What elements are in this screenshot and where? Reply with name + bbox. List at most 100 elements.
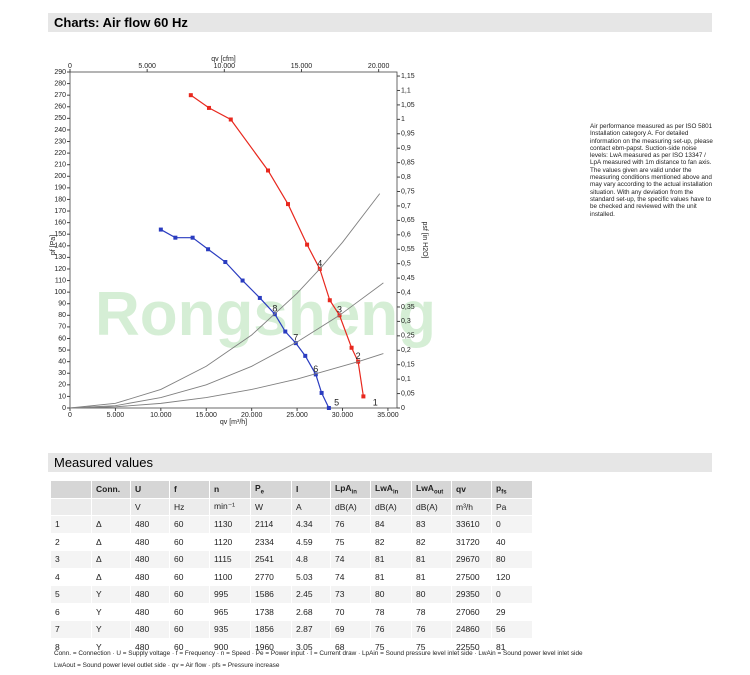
marker xyxy=(266,168,271,173)
y2-tick-label: 0,65 xyxy=(401,217,415,224)
table-cell: 3 xyxy=(50,550,92,569)
table-cell: Δ xyxy=(91,567,131,586)
marker xyxy=(361,394,366,399)
table-cell: Δ xyxy=(91,550,131,569)
table-cell: Pa xyxy=(491,497,533,516)
table-cell: 81 xyxy=(370,550,412,569)
table-cell: Δ xyxy=(91,532,131,551)
y2-tick-label: 0 xyxy=(401,405,405,412)
table-cell: 82 xyxy=(370,532,412,551)
y2-tick-label: 1,15 xyxy=(401,73,415,80)
x-tick-label: 25.000 xyxy=(286,412,308,419)
x-tick-label: 35.000 xyxy=(377,412,399,419)
table-cell: 80 xyxy=(491,550,533,569)
table-cell: m³/h xyxy=(451,497,492,516)
table-cell: 1130 xyxy=(209,515,251,534)
table-cell: 29 xyxy=(491,602,533,621)
table-cell: 995 xyxy=(209,585,251,604)
table-cell: dB(A) xyxy=(370,497,412,516)
y-tick-label: 70 xyxy=(58,324,66,331)
table-cell: Pe xyxy=(250,480,292,499)
table-cell: 480 xyxy=(130,585,170,604)
data-row: 3 Δ 480 60 1115 2541 4.8 74 81 81 29670 80 xyxy=(50,550,533,569)
table-cell: 56 xyxy=(491,620,533,639)
header-text: in xyxy=(392,489,399,496)
table-cell: 73 xyxy=(330,585,371,604)
y-tick-label: 280 xyxy=(54,80,66,87)
y2-tick-label: 0,4 xyxy=(401,289,411,296)
table-cell: Δ xyxy=(91,515,131,534)
table-cell: 2541 xyxy=(250,550,292,569)
table-cell: 2334 xyxy=(250,532,292,551)
y-tick-label: 200 xyxy=(54,173,66,180)
y-tick-label: 30 xyxy=(58,370,66,377)
table-cell: 82 xyxy=(411,532,452,551)
section-title: Charts: Air flow 60 Hz xyxy=(48,13,712,32)
x-tick-label: 20.000 xyxy=(241,412,263,419)
x-tick-label: 10.000 xyxy=(150,412,172,419)
table-cell: 0 xyxy=(491,515,533,534)
y2-tick-label: 1,05 xyxy=(401,102,415,109)
table-cell: 40 xyxy=(491,532,533,551)
table-cell: 7 xyxy=(50,620,92,639)
x-tick-label: 5.000 xyxy=(107,412,125,419)
table-cell: 76 xyxy=(330,515,371,534)
table-cell: 76 xyxy=(370,620,412,639)
data-row: 4 Δ 480 60 1100 2770 5.03 74 81 81 27500 120 xyxy=(50,567,533,586)
data-row: 5 Y 480 60 995 1586 2.45 73 80 80 29350 0 xyxy=(50,585,533,604)
x2-tick-label: 20.000 xyxy=(368,63,390,70)
table-cell: Y xyxy=(91,620,131,639)
header-text: P xyxy=(255,482,261,493)
y-tick-label: 250 xyxy=(54,115,66,122)
y-tick-label: 240 xyxy=(54,127,66,134)
table-legend: Conn. = Connection · U = Supply voltage … xyxy=(54,650,583,657)
table-cell: 1 xyxy=(50,515,92,534)
x-tick-label: 0 xyxy=(68,412,72,419)
table-cell: 5.03 xyxy=(291,567,331,586)
y2-tick-label: 0,85 xyxy=(401,159,415,166)
y2-tick-label: 0,35 xyxy=(401,304,415,311)
table-legend: LwAout = Sound power level outlet side ·… xyxy=(54,662,280,669)
table-cell: LwAout xyxy=(411,480,452,499)
marker xyxy=(228,117,233,122)
table-cell: 2.45 xyxy=(291,585,331,604)
y2-tick-label: 0,95 xyxy=(401,131,415,138)
table-cell: 0 xyxy=(491,585,533,604)
y2-tick-label: 0,5 xyxy=(401,261,411,268)
table-cell: 1586 xyxy=(250,585,292,604)
table-cell: 4.8 xyxy=(291,550,331,569)
table-cell: 76 xyxy=(411,620,452,639)
y2-tick-label: 0,8 xyxy=(401,174,411,181)
y2-tick-label: 0,45 xyxy=(401,275,415,282)
table-cell: 83 xyxy=(411,515,452,534)
table-cell: 1115 xyxy=(209,550,251,569)
point-label: 3 xyxy=(337,305,342,315)
marker xyxy=(303,353,308,358)
table-cell: 2.68 xyxy=(291,602,331,621)
marker xyxy=(173,235,178,240)
y2-tick-label: 0,6 xyxy=(401,232,411,239)
table-cell: min⁻¹ xyxy=(209,497,251,516)
table-cell: 80 xyxy=(411,585,452,604)
chart: Rongsheng 010203040506070809010011012013… xyxy=(50,56,436,426)
y2-tick-label: 0,3 xyxy=(401,318,411,325)
marker xyxy=(283,329,288,334)
y2-tick-label: 0,7 xyxy=(401,203,411,210)
point-label: 5 xyxy=(334,397,339,407)
x2-axis-label: qv [cfm] xyxy=(211,56,236,63)
y-tick-label: 160 xyxy=(54,219,66,226)
table-cell: 480 xyxy=(130,550,170,569)
table-cell: 31720 xyxy=(451,532,492,551)
marker xyxy=(319,390,324,395)
data-row: 1 Δ 480 60 1130 2114 4.34 76 84 83 33610 0 xyxy=(50,515,533,534)
table-cell: 3.05 xyxy=(291,637,331,656)
y-tick-label: 20 xyxy=(58,382,66,389)
table-cell: 33610 xyxy=(451,515,492,534)
y-axis-label: pf [Pa] xyxy=(50,235,57,255)
table-cell: f xyxy=(169,480,210,499)
table-cell: A xyxy=(291,497,331,516)
table-cell: 5 xyxy=(50,585,92,604)
